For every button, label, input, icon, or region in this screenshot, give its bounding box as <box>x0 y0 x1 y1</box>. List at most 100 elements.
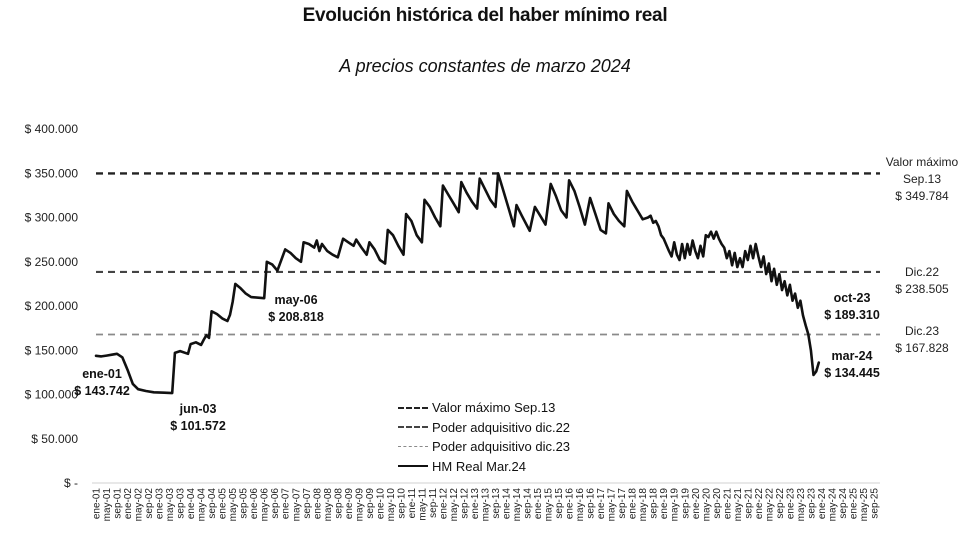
x-tick-label: may-08 <box>323 488 334 522</box>
x-tick-label: ene-17 <box>596 488 607 520</box>
x-tick-label: sep-12 <box>459 488 470 519</box>
annotation-date: mar-24 <box>832 349 873 363</box>
x-tick-label: may-15 <box>544 488 555 522</box>
x-tick-label: sep-09 <box>365 488 376 519</box>
x-tick-label: sep-16 <box>586 488 597 519</box>
annotation-value: $ 143.742 <box>74 384 130 398</box>
x-tick-label: may-01 <box>102 488 113 522</box>
x-tick-label: sep-14 <box>523 488 534 519</box>
x-tick-label: ene-03 <box>155 488 166 520</box>
reference-label: Dic.22 <box>905 265 939 279</box>
reference-label: $ 349.784 <box>895 189 949 203</box>
chart-subtitle: A precios constantes de marzo 2024 <box>339 56 631 76</box>
x-tick-label: sep-22 <box>775 488 786 519</box>
reference-label: $ 167.828 <box>895 341 949 355</box>
reference-label: $ 238.505 <box>895 282 949 296</box>
x-tick-label: ene-04 <box>186 488 197 520</box>
legend-label: Valor máximo Sep.13 <box>432 400 556 415</box>
legend-item: Poder adquisitivo dic.22 <box>398 418 570 438</box>
x-tick-label: may-10 <box>386 488 397 522</box>
y-tick-label: $ 350.000 <box>25 166 79 180</box>
x-tick-label: may-13 <box>481 488 492 522</box>
annotation-value: $ 189.310 <box>824 308 880 322</box>
dashed-line-swatch-icon <box>398 426 428 429</box>
x-tick-label: may-21 <box>733 488 744 522</box>
annotation-date: oct-23 <box>834 291 871 305</box>
x-tick-label: ene-14 <box>502 488 513 520</box>
x-tick-label: may-05 <box>228 488 239 522</box>
x-tick-label: may-11 <box>417 488 428 521</box>
x-tick-label: sep-03 <box>176 488 187 519</box>
legend: Valor máximo Sep.13 Poder adquisitivo di… <box>398 398 570 476</box>
legend-label: Poder adquisitivo dic.23 <box>432 439 571 454</box>
x-tick-label: sep-10 <box>396 488 407 519</box>
x-tick-label: sep-01 <box>113 488 124 519</box>
x-tick-label: ene-18 <box>628 488 639 520</box>
x-tick-label: may-07 <box>291 488 302 522</box>
legend-item: HM Real Mar.24 <box>398 457 570 477</box>
x-tick-label: sep-25 <box>870 488 881 519</box>
x-tick-label: sep-13 <box>491 488 502 519</box>
x-tick-label: sep-07 <box>302 488 313 519</box>
x-tick-label: sep-08 <box>333 488 344 519</box>
point-annotations: ene-01 $ 143.742 jun-03 $ 101.572 may-06 $ 20… <box>74 291 880 433</box>
x-tick-label: may-02 <box>134 488 145 522</box>
y-tick-label: $ 400.000 <box>25 122 79 136</box>
x-tick-label: sep-17 <box>617 488 628 519</box>
y-tick-label: $ 300.000 <box>25 211 79 225</box>
x-tick-label: ene-02 <box>123 488 134 520</box>
x-tick-label: sep-23 <box>806 488 817 519</box>
annotation-value: $ 208.818 <box>268 310 324 324</box>
annotation-date: may-06 <box>274 293 317 307</box>
dashed-line-swatch-icon <box>398 446 428 448</box>
x-tick-label: ene-06 <box>249 488 260 520</box>
chart-title: Evolución histórica del haber mínimo rea… <box>302 5 668 26</box>
reference-label: Dic.23 <box>905 324 939 338</box>
x-tick-label: ene-20 <box>691 488 702 520</box>
annotation-value: $ 134.445 <box>824 366 880 380</box>
x-tick-label: sep-21 <box>743 488 754 519</box>
annotation-date: ene-01 <box>82 367 122 381</box>
x-tick-label: may-20 <box>701 488 712 522</box>
series-line-hm-real <box>94 172 821 395</box>
x-tick-label: ene-15 <box>533 488 544 520</box>
reference-lines <box>96 172 880 336</box>
x-tick-label: may-24 <box>827 488 838 522</box>
legend-label: HM Real Mar.24 <box>432 458 526 474</box>
x-tick-label: ene-09 <box>344 488 355 520</box>
y-tick-label: $ 50.000 <box>31 432 78 446</box>
x-tick-label: sep-11 <box>428 488 439 518</box>
x-axis: ene-01 may-01 sep-01 ene-02 may-02 sep-02 ene-… <box>92 488 881 522</box>
x-tick-label: ene-19 <box>659 488 670 520</box>
x-tick-label: ene-21 <box>722 488 733 520</box>
x-tick-label: ene-08 <box>312 488 323 520</box>
x-tick-label: sep-05 <box>239 488 250 519</box>
x-tick-label: ene-16 <box>565 488 576 520</box>
x-tick-label: may-17 <box>607 488 618 522</box>
x-tick-label: may-12 <box>449 488 460 522</box>
x-tick-label: ene-23 <box>785 488 796 520</box>
x-tick-label: sep-19 <box>680 488 691 519</box>
legend-item: Valor máximo Sep.13 <box>398 398 570 418</box>
x-tick-label: ene-25 <box>848 488 859 520</box>
x-tick-label: sep-02 <box>144 488 155 519</box>
x-tick-label: may-06 <box>260 488 271 522</box>
y-tick-label: $ - <box>64 476 78 490</box>
x-tick-label: may-04 <box>197 488 208 522</box>
x-tick-label: sep-06 <box>270 488 281 519</box>
x-tick-label: ene-05 <box>218 488 229 520</box>
legend-label: Poder adquisitivo dic.22 <box>432 419 571 435</box>
annotation-value: $ 101.572 <box>170 419 226 433</box>
x-tick-label: may-19 <box>670 488 681 522</box>
x-tick-label: ene-01 <box>92 488 103 520</box>
x-tick-label: sep-15 <box>554 488 565 519</box>
y-tick-label: $ 100.000 <box>25 388 79 402</box>
annotation-date: jun-03 <box>179 402 217 416</box>
x-tick-label: may-23 <box>796 488 807 522</box>
x-tick-label: may-18 <box>638 488 649 522</box>
x-tick-label: may-16 <box>575 488 586 522</box>
legend-item: Poder adquisitivo dic.23 <box>398 437 570 457</box>
reference-label: Sep.13 <box>903 172 941 186</box>
reference-labels: Valor máximo Sep.13 $ 349.784 Dic.22 $ 238.5… <box>886 155 959 355</box>
x-tick-label: ene-07 <box>281 488 292 520</box>
